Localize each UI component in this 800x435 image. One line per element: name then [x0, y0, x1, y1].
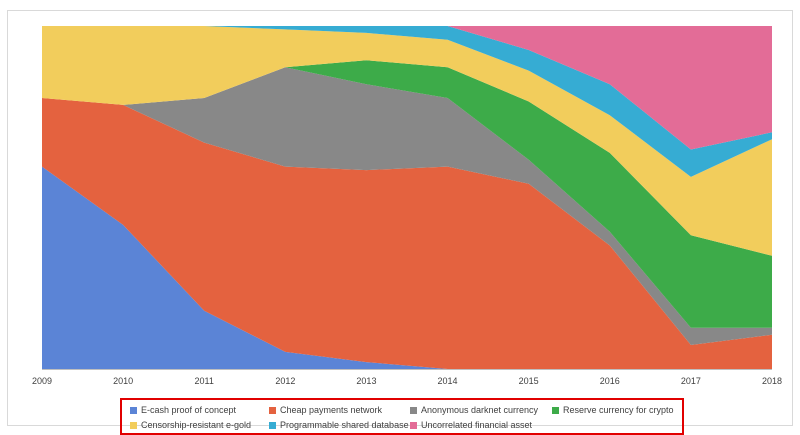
legend-swatch: [269, 406, 276, 414]
chart-frame: 2009 2010 2011 2012 2013 2014 2015 2016 2017 2018…: [7, 10, 793, 435]
area-censorship-resistant-e-gold: [42, 26, 772, 256]
legend-item: Uncorrelated financial asset: [410, 420, 532, 430]
legend-swatch: [269, 421, 276, 429]
x-tick-labels: 2009 2010 2011 2012 2013 2014 2015 2016 2017 2018: [32, 376, 782, 386]
legend-item: Censorship-resistant e-gold: [130, 420, 251, 430]
legend-swatch: [410, 421, 417, 429]
area-uncorrelated-financial-asset: [42, 26, 772, 150]
legend-swatch: [410, 406, 417, 414]
legend-label: Programmable shared database: [280, 420, 409, 430]
area-cheap-payments-network: [42, 98, 772, 369]
area-layer: [42, 26, 772, 369]
legend-item: Reserve currency for crypto: [552, 405, 674, 415]
legend-label: Anonymous darknet currency: [421, 405, 539, 415]
legend-item: E-cash proof of concept: [130, 405, 236, 415]
x-tick-label: 2018: [762, 376, 782, 386]
legend-label: E-cash proof of concept: [141, 405, 237, 415]
x-tick-label: 2014: [438, 376, 458, 386]
legend-label: Cheap payments network: [280, 405, 383, 415]
legend-item: Anonymous darknet currency: [410, 405, 538, 415]
x-tick-label: 2013: [356, 376, 376, 386]
legend-swatch: [130, 421, 137, 429]
legend-label: Censorship-resistant e-gold: [141, 420, 252, 430]
x-tick-label: 2010: [113, 376, 133, 386]
x-tick-label: 2017: [681, 376, 701, 386]
x-tick-label: 2009: [32, 376, 52, 386]
x-tick-label: 2015: [519, 376, 539, 386]
x-tick-label: 2011: [195, 376, 214, 386]
legend-swatch: [130, 406, 137, 414]
x-tick-label: 2012: [275, 376, 295, 386]
legend-label: Reserve currency for crypto: [563, 405, 674, 415]
legend-item: Cheap payments network: [269, 405, 382, 415]
x-tick-label: 2016: [600, 376, 620, 386]
legend-item: Programmable shared database: [269, 420, 409, 430]
legend: E-cash proof of concept Cheap payments ne…: [120, 398, 684, 435]
legend-label: Uncorrelated financial asset: [421, 420, 533, 430]
area-anonymous-darknet-currency: [42, 67, 772, 345]
area-programmable-shared-database: [42, 26, 772, 177]
area-reserve-currency-for-crypto: [42, 60, 772, 328]
stacked-area-chart: 2009 2010 2011 2012 2013 2014 2015 2016 2017 2018: [32, 26, 782, 386]
legend-swatch: [552, 406, 559, 414]
area-e-cash-proof-of-concept: [42, 166, 772, 369]
